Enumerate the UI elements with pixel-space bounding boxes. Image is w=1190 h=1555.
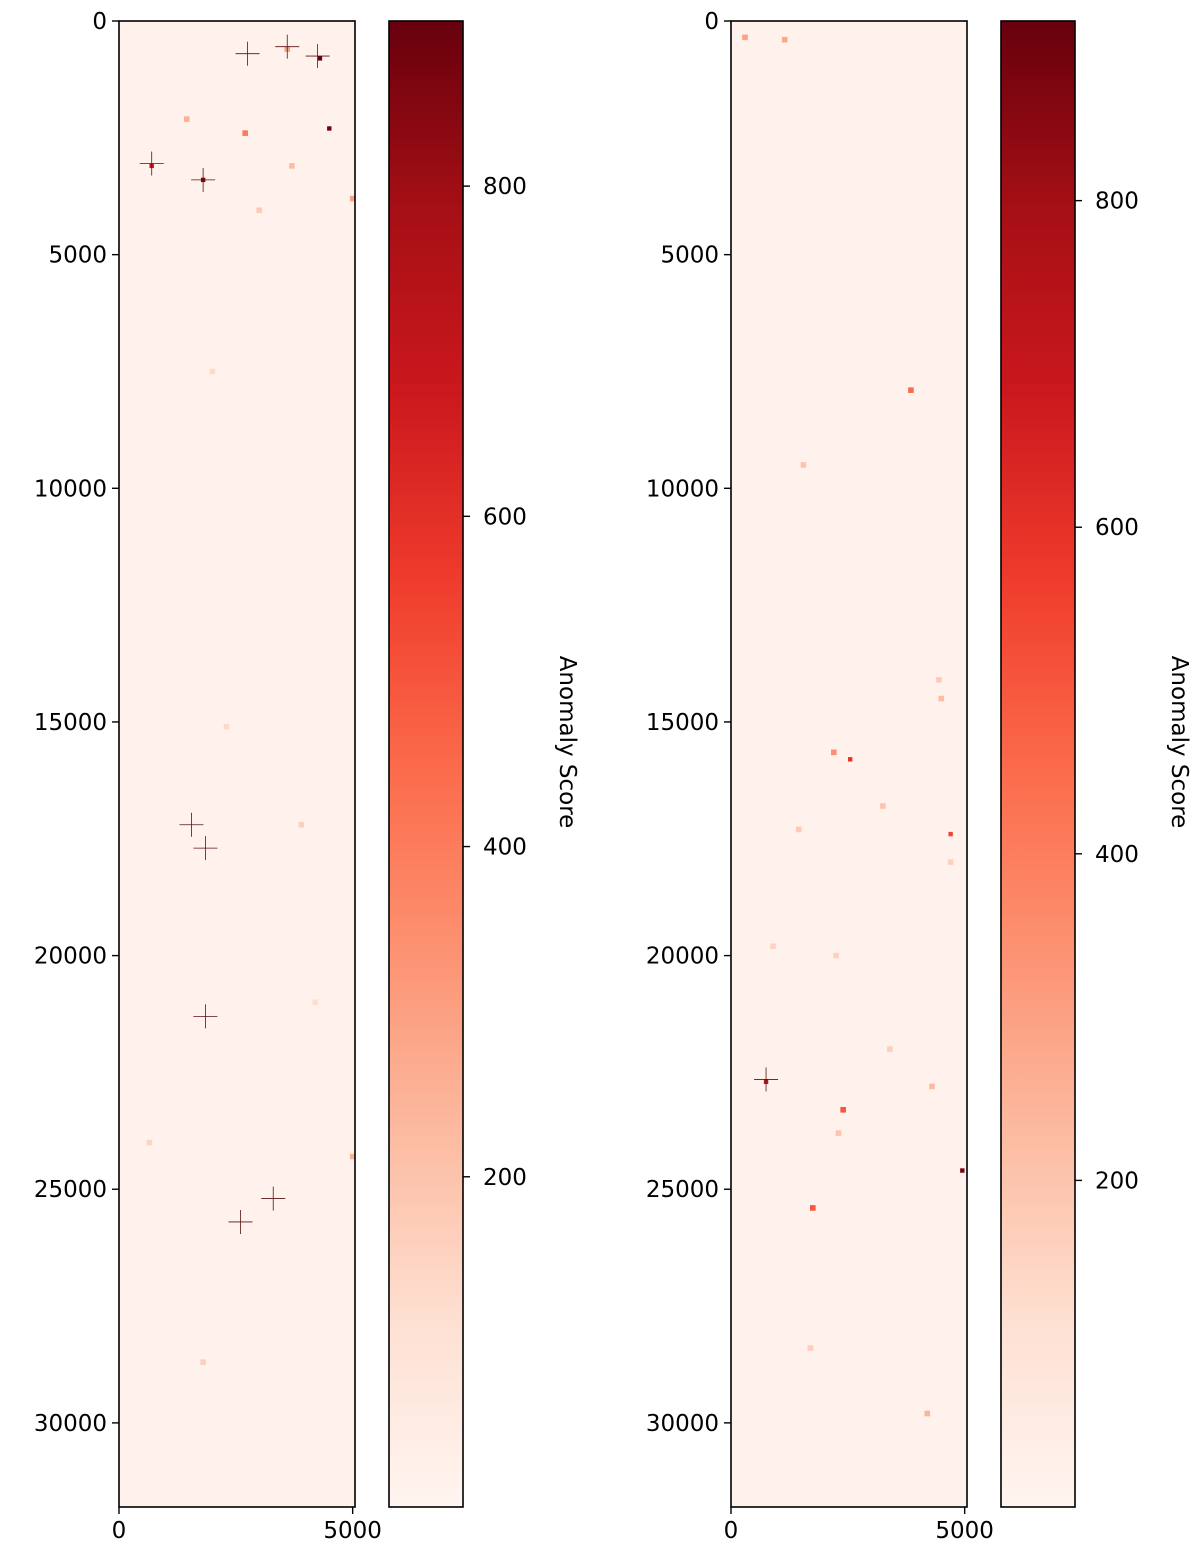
heatmap-hotspot xyxy=(908,387,914,393)
x-tick-label: 0 xyxy=(112,1518,127,1544)
heatmap-hotspot xyxy=(847,757,853,762)
heatmap-hotspots xyxy=(742,34,965,1417)
detection-marker xyxy=(754,1067,779,1092)
heatmap-hotspot xyxy=(929,1083,935,1090)
colorbar-tick-label: 400 xyxy=(483,835,527,861)
heatmap-panel-left: 0 5000 10000 15000 20000 25000 30000 0 5000 200 40… xyxy=(34,9,580,1544)
heatmap-hotspot xyxy=(831,749,837,756)
heatmap-background xyxy=(119,21,355,1507)
detection-marker xyxy=(275,34,300,59)
y-tick-label: 10000 xyxy=(34,476,107,502)
x-tick-label: 5000 xyxy=(323,1518,382,1544)
y-tick-label: 0 xyxy=(92,9,107,35)
heatmap-hotspot xyxy=(327,126,332,131)
y-tick-label: 5000 xyxy=(660,243,719,269)
y-tick-label: 0 xyxy=(704,9,719,35)
y-tick-label: 30000 xyxy=(34,1411,107,1437)
y-tick-label: 5000 xyxy=(48,243,107,269)
colorbar xyxy=(389,21,463,1507)
heatmap-hotspot xyxy=(298,821,305,828)
colorbar-frame xyxy=(388,20,464,1508)
heatmap-hotspot xyxy=(242,130,248,136)
heatmap-hotspot xyxy=(183,116,190,122)
heatmap-hotspot xyxy=(349,195,355,202)
y-tick-label: 25000 xyxy=(34,1177,107,1203)
colorbar-tick-label: 600 xyxy=(483,504,527,530)
heatmap-hotspot xyxy=(800,462,807,468)
colorbar-label: Anomaly Score xyxy=(1166,656,1190,829)
colorbar-label: Anomaly Score xyxy=(554,656,580,829)
colorbar-tick-label: 200 xyxy=(483,1165,527,1191)
colorbar-tick-label: 800 xyxy=(1095,189,1139,215)
heatmap-hotspot xyxy=(781,36,788,43)
y-tick-label: 10000 xyxy=(646,476,719,502)
heatmap-hotspot xyxy=(209,368,216,375)
heatmap-hotspot xyxy=(256,207,262,214)
heatmap-hotspot xyxy=(795,826,802,833)
colorbar-tick-label: 800 xyxy=(483,174,527,200)
heatmap-hotspot xyxy=(312,999,319,1006)
heatmap-hotspot xyxy=(742,34,748,41)
colorbar xyxy=(1001,21,1075,1507)
detection-marker xyxy=(191,167,216,192)
heatmap-hotspot xyxy=(948,831,953,837)
heatmap-hotspot xyxy=(349,1153,355,1160)
colorbar-frame xyxy=(1000,20,1076,1508)
colorbar-tick-label: 200 xyxy=(1095,1168,1139,1194)
y-tick-label: 20000 xyxy=(646,944,719,970)
colorbar-tick-label: 600 xyxy=(1095,515,1139,541)
heatmap-hotspot xyxy=(807,1345,814,1351)
heatmap-hotspot xyxy=(289,163,295,169)
heatmap-hotspot xyxy=(317,56,323,61)
detection-marker xyxy=(139,151,164,176)
heatmap-hotspot xyxy=(833,952,839,959)
axes-frame xyxy=(730,20,968,1508)
colorbar-tick-label: 400 xyxy=(1095,842,1139,868)
x-tick-label: 5000 xyxy=(935,1518,994,1544)
heatmap-hotspot xyxy=(960,1168,965,1173)
detection-marker xyxy=(193,1004,218,1029)
heatmap-hotspots xyxy=(146,46,355,1365)
heatmap-hotspot xyxy=(146,1139,153,1146)
heatmap-hotspot xyxy=(223,723,230,730)
detection-marker xyxy=(179,812,204,837)
heatmap-hotspot xyxy=(200,1359,206,1365)
heatmap-hotspot xyxy=(835,1130,842,1136)
detection-marker xyxy=(305,44,330,69)
heatmap-hotspot xyxy=(840,1106,846,1113)
heatmap-hotspot xyxy=(924,1410,931,1417)
heatmap-hotspot xyxy=(947,859,954,865)
detection-markers xyxy=(754,1067,779,1092)
heatmap-hotspot xyxy=(809,1205,816,1211)
detection-marker xyxy=(235,41,260,66)
detection-marker xyxy=(261,1186,286,1211)
axes-frame xyxy=(118,20,356,1508)
heatmap-hotspot xyxy=(887,1046,893,1052)
y-tick-label: 20000 xyxy=(34,944,107,970)
heatmap-hotspot xyxy=(938,695,945,702)
y-tick-label: 25000 xyxy=(646,1177,719,1203)
y-tick-label: 30000 xyxy=(646,1411,719,1437)
detection-markers xyxy=(139,34,330,1234)
heatmap-hotspot xyxy=(770,943,776,950)
heatmap-panel-right: 0 5000 10000 15000 20000 25000 30000 0 5000 200 40… xyxy=(646,9,1190,1544)
x-tick-label: 0 xyxy=(724,1518,739,1544)
detection-marker xyxy=(228,1209,253,1234)
detection-marker xyxy=(193,836,218,861)
heatmap-hotspot xyxy=(936,677,942,683)
y-tick-label: 15000 xyxy=(646,710,719,736)
heatmap-hotspot xyxy=(880,803,886,809)
y-tick-label: 15000 xyxy=(34,710,107,736)
heatmap-background xyxy=(731,21,967,1507)
